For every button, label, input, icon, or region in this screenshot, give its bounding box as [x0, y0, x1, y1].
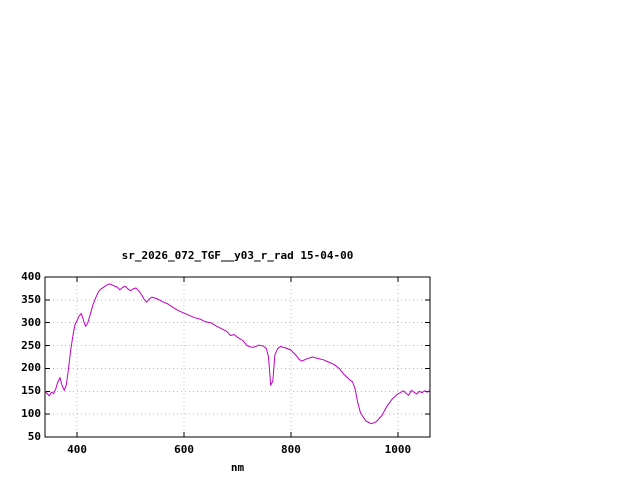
y-tick-label: 100: [21, 407, 41, 421]
x-axis-label: nm: [230, 461, 245, 474]
x-tick-label: 400: [67, 443, 88, 456]
y-tick-label: 400: [21, 270, 41, 283]
x-tick-label: 800: [281, 443, 301, 456]
x-tick-label: 1000: [384, 443, 412, 456]
chart-title: sr_2026_072_TGF__y03_r_rad 15-04-00: [121, 249, 354, 262]
spectrum-curve: [44, 283, 431, 425]
plot-border: [44, 276, 431, 438]
y-tick-label: 350: [21, 292, 41, 306]
y-tick-label: 250: [21, 338, 41, 352]
x-tick-label: 600: [174, 443, 194, 456]
y-tick-label: 150: [21, 384, 41, 398]
y-tick-label: 200: [21, 361, 41, 375]
y-tick-label: 300: [21, 315, 41, 329]
y-tick-label: 50: [27, 430, 41, 443]
